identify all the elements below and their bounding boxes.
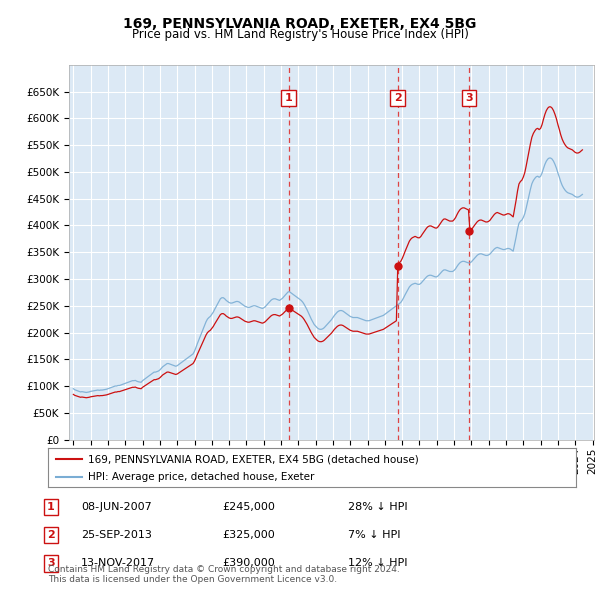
Text: 28% ↓ HPI: 28% ↓ HPI xyxy=(348,502,407,512)
Text: 08-JUN-2007: 08-JUN-2007 xyxy=(81,502,152,512)
Text: 7% ↓ HPI: 7% ↓ HPI xyxy=(348,530,401,540)
Text: 3: 3 xyxy=(47,559,55,568)
Text: £245,000: £245,000 xyxy=(222,502,275,512)
Text: HPI: Average price, detached house, Exeter: HPI: Average price, detached house, Exet… xyxy=(88,472,314,482)
Text: 2: 2 xyxy=(47,530,55,540)
Text: 1: 1 xyxy=(47,502,55,512)
Text: 169, PENNSYLVANIA ROAD, EXETER, EX4 5BG (detached house): 169, PENNSYLVANIA ROAD, EXETER, EX4 5BG … xyxy=(88,454,418,464)
Text: £390,000: £390,000 xyxy=(222,559,275,568)
Text: 1: 1 xyxy=(284,93,292,103)
Text: 13-NOV-2017: 13-NOV-2017 xyxy=(81,559,155,568)
Text: 12% ↓ HPI: 12% ↓ HPI xyxy=(348,559,407,568)
Text: Contains HM Land Registry data © Crown copyright and database right 2024.
This d: Contains HM Land Registry data © Crown c… xyxy=(48,565,400,584)
Text: 3: 3 xyxy=(465,93,473,103)
Text: 25-SEP-2013: 25-SEP-2013 xyxy=(81,530,152,540)
Text: 2: 2 xyxy=(394,93,401,103)
Text: Price paid vs. HM Land Registry's House Price Index (HPI): Price paid vs. HM Land Registry's House … xyxy=(131,28,469,41)
Text: £325,000: £325,000 xyxy=(222,530,275,540)
Text: 169, PENNSYLVANIA ROAD, EXETER, EX4 5BG: 169, PENNSYLVANIA ROAD, EXETER, EX4 5BG xyxy=(124,17,476,31)
